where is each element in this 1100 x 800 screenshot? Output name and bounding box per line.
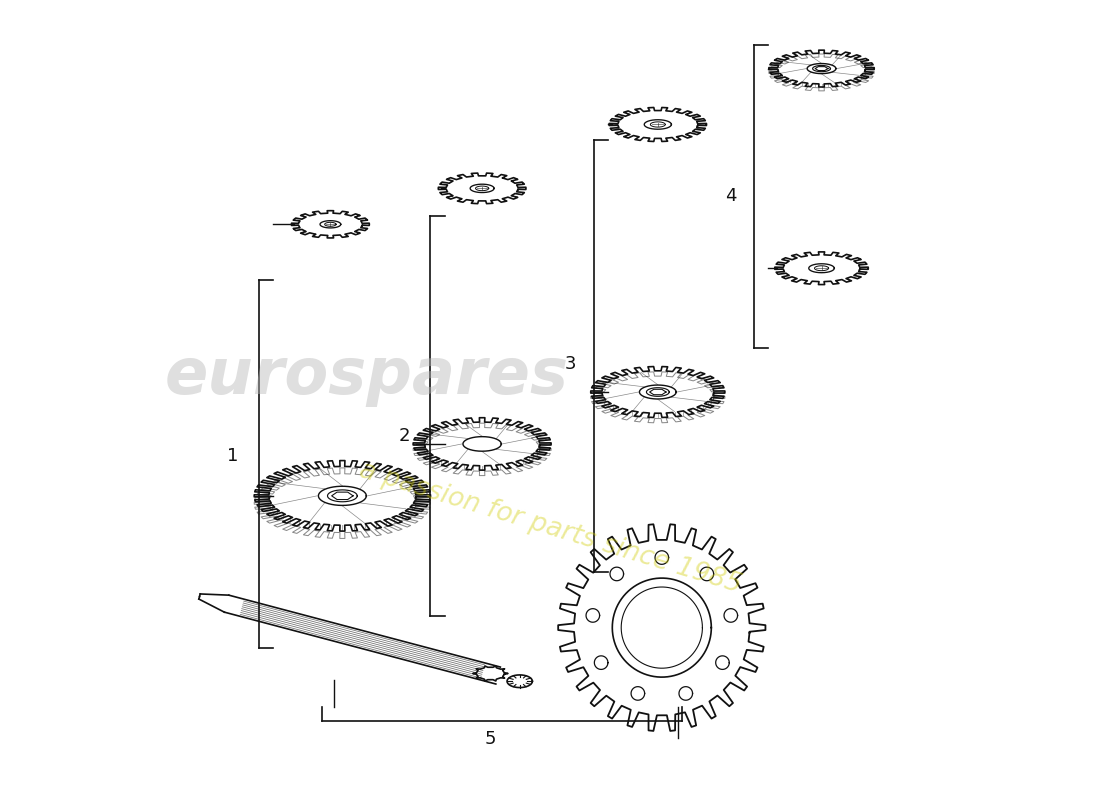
Text: a passion for parts since 1985: a passion for parts since 1985: [355, 457, 745, 598]
Text: 2: 2: [398, 427, 410, 445]
Text: 3: 3: [565, 355, 576, 373]
Text: 5: 5: [484, 730, 496, 749]
Text: 1: 1: [228, 447, 239, 465]
Text: eurospares: eurospares: [164, 345, 569, 407]
Text: 4: 4: [725, 187, 736, 206]
